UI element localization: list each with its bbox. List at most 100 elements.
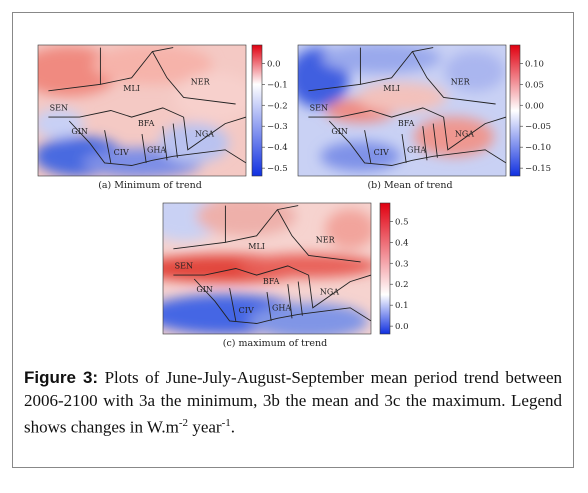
- colorbar: [379, 202, 391, 335]
- country-label: CIV: [374, 148, 389, 157]
- caption-text: Plots of June-July-August-September mean…: [24, 368, 562, 437]
- country-border: [422, 126, 428, 161]
- country-border: [193, 278, 371, 324]
- country-label: GIN: [331, 127, 348, 136]
- country-label: BFA: [138, 119, 155, 128]
- country-label: GIN: [196, 285, 213, 294]
- colorbar-tick-label: 0.3: [395, 259, 409, 269]
- country-border: [68, 120, 246, 166]
- country-border: [364, 130, 372, 163]
- country-label: NGA: [455, 130, 474, 139]
- caption-label: Figure 3:: [24, 368, 99, 387]
- colorbar-tick-label: 0.0: [395, 322, 409, 332]
- map-frame: [162, 202, 372, 335]
- country-label: MLI: [383, 84, 400, 93]
- map-shading: [320, 141, 401, 172]
- colorbar-tick-label: −0.3: [267, 122, 288, 132]
- colorbar: [251, 44, 263, 177]
- colorbar-tick-label: −0.1: [267, 80, 288, 90]
- country-label: CIV: [114, 148, 129, 157]
- map-shading: [357, 82, 447, 113]
- colorbar-tick-label: −0.10: [525, 143, 551, 153]
- caption-text: .: [230, 417, 235, 437]
- country-label: GHA: [407, 145, 426, 154]
- country-border: [141, 134, 147, 163]
- map-shading: [248, 302, 369, 334]
- colorbar-tick-label: −0.5: [267, 164, 288, 174]
- colorbar-tick-label: −0.15: [525, 164, 551, 174]
- colorbar: [509, 44, 521, 177]
- map: MLI NER SEN GIN BFA CIV GHA NGA: [298, 45, 506, 176]
- map: MLI NER SEN GIN BFA CIV GHA NGA: [38, 45, 246, 176]
- caption-text: year: [188, 417, 222, 437]
- country-border: [266, 292, 272, 321]
- map-shading: [174, 72, 246, 123]
- colorbar-tick-label: 0.0: [267, 59, 281, 69]
- country-border: [443, 116, 506, 151]
- country-label: CIV: [239, 306, 254, 315]
- colorbar-tick-label: −0.4: [267, 143, 288, 153]
- country-label: NER: [191, 77, 211, 86]
- panel-caption: (b) Mean of trend: [367, 180, 452, 191]
- colorbar-tick-label: 0.10: [525, 59, 544, 69]
- country-border: [328, 120, 506, 166]
- colorbar-tick-label: −0.2: [267, 101, 288, 111]
- map-shading: [321, 45, 442, 74]
- country-border: [287, 284, 293, 319]
- colorbar-tick-label: 0.05: [525, 80, 544, 90]
- country-label: BFA: [398, 119, 415, 128]
- colorbar-tick-label: 0.2: [395, 280, 409, 290]
- country-border: [308, 274, 371, 309]
- panel-caption: (c) maximum of trend: [223, 338, 327, 349]
- country-label: SEN: [175, 262, 193, 271]
- colorbar-tick-label: 0.00: [525, 101, 544, 111]
- country-border: [162, 126, 168, 161]
- map-shading: [92, 45, 213, 85]
- country-label: SEN: [50, 104, 68, 113]
- map-shading: [444, 51, 505, 92]
- country-border: [48, 107, 184, 118]
- colorbar-tick-label: −0.05: [525, 122, 551, 132]
- figure-caption: Figure 3: Plots of June-July-August-Sept…: [24, 366, 562, 439]
- country-border: [225, 205, 299, 243]
- country-border: [173, 265, 309, 276]
- country-label: SEN: [310, 104, 328, 113]
- superscript: -2: [178, 417, 189, 429]
- colorbar-tick-label: 0.1: [395, 301, 409, 311]
- country-border: [183, 116, 246, 151]
- map-shading: [38, 108, 84, 139]
- country-label: MLI: [248, 242, 265, 251]
- country-label: GHA: [147, 145, 166, 154]
- country-border: [172, 123, 178, 158]
- country-border: [308, 107, 444, 118]
- country-label: BFA: [263, 277, 280, 286]
- colorbar-tick-label: 0.5: [395, 217, 409, 227]
- map-shading: [238, 253, 371, 278]
- country-border: [432, 123, 438, 158]
- panel-caption: (a) Minimum of trend: [98, 180, 202, 191]
- country-label: MLI: [123, 84, 140, 93]
- country-label: NER: [316, 235, 336, 244]
- colorbar-tick-label: 0.4: [395, 238, 409, 248]
- country-border: [100, 47, 174, 85]
- figure-frame: [12, 12, 574, 468]
- country-border: [297, 281, 303, 316]
- country-border: [229, 288, 237, 321]
- country-label: NER: [451, 77, 471, 86]
- map-shading: [325, 209, 371, 250]
- country-border: [412, 51, 496, 105]
- country-border: [152, 51, 236, 105]
- country-border: [360, 47, 434, 85]
- map: MLI NER SEN GIN BFA CIV GHA NGA: [163, 203, 371, 334]
- country-border: [277, 209, 361, 263]
- figure: MLI NER SEN GIN BFA CIV GHA NGA 0.0 −0.1 −0.2 −0.3 −…: [37, 44, 551, 349]
- map-frame: [297, 44, 507, 177]
- superscript: -1: [221, 417, 231, 429]
- country-border: [104, 130, 112, 163]
- country-label: NGA: [195, 130, 214, 139]
- country-label: GHA: [272, 303, 291, 312]
- country-label: GIN: [71, 127, 88, 136]
- map-shading: [196, 203, 297, 237]
- country-label: NGA: [320, 288, 339, 297]
